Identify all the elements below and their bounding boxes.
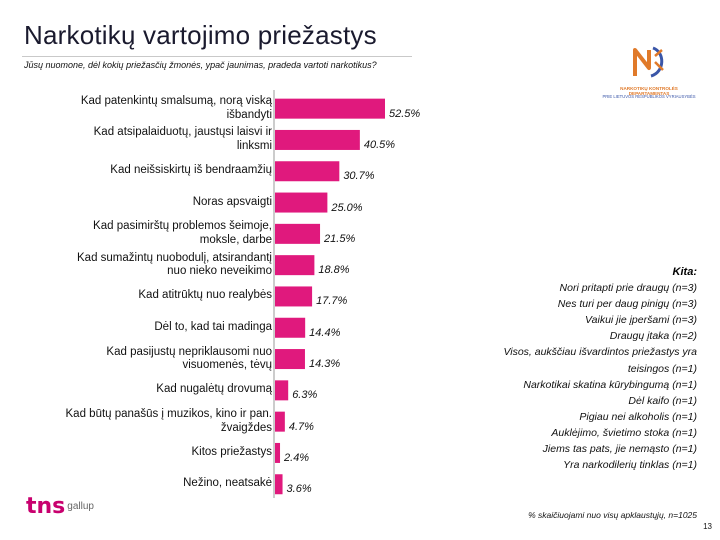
ntakd-logo: NARKOTIKŲ KONTROLĖS DEPARTAMENTAS PRIE L… [600,42,698,102]
other-reasons-title: Kita: [672,266,697,278]
value-label: 3.6% [286,483,312,496]
bar [275,129,360,150]
logo-text-line2: PRIE LIETUVOS RESPUBLIKOS VYRIAUSYBĖS [602,94,696,99]
bar [275,223,321,244]
value-label: 4.7% [288,420,314,433]
logo-text-line1: NARKOTIKŲ KONTROLĖS DEPARTAMENTAS [620,86,678,96]
category-label: Kad pasijustų nepriklausomi nuo visuomen… [106,345,272,372]
value-label: 52.5% [389,107,421,120]
category-label: Kad būtų panašūs į muzikos, kino ir pan.… [65,408,272,434]
bar [275,317,306,338]
value-label: 6.3% [292,389,318,402]
other-reason-item: Nori pritapti prie draugų (n=3) [559,282,697,294]
other-reason-item: Visos, aukščiau išvardintos priežastys y… [503,346,697,359]
bar [275,349,305,370]
other-reason-item: Yra narkodilerių tinklas (n=1) [563,459,697,472]
page-number: 13 [703,522,712,531]
other-reason-item: Pigiau nei alkoholis (n=1) [579,410,697,423]
page-title: Narkotikų vartojimo priežastys [24,20,377,50]
footnote: % skaičiuojami nuo visų apklaustųjų, n=1… [528,510,697,520]
value-label: 18.8% [318,264,350,277]
other-reason-item: Narkotikai skatina kūrybingumą (n=1) [523,378,697,391]
bar [275,286,313,307]
other-reason-item: teisingos (n=1) [627,362,697,375]
other-reason-item: Dėl kaifo (n=1) [628,394,697,407]
bar [275,442,281,463]
category-label: Kad nugalėtų drovumą [156,383,272,396]
bar [275,380,289,401]
title-underline [22,56,412,57]
category-label: Kad atsipalaiduotų, jaustųsi laisvi ir l… [93,126,272,152]
bar [275,98,385,119]
value-label: 21.5% [324,232,356,245]
category-label: Dėl to, kad tai madinga [154,320,272,333]
other-reason-item: Jiems tas pats, jie nemąsto (n=1) [542,443,697,455]
category-label: Nežino, neatsakė [183,477,272,490]
value-label: 2.4% [284,451,310,464]
category-label: Kad patenkintų smalsumą, norą viską išba… [80,95,272,121]
gallup-text: gallup [67,501,94,512]
ntakd-logo-icon [633,46,664,78]
category-label: Noras apsvaigti [192,195,272,208]
bar [275,474,283,495]
other-reason-item: Auklėjimo, švietimo stoka (n=1) [551,426,697,439]
category-label: Kad pasimirštų problemos šeimoje, moksle… [93,220,272,246]
bar [275,192,328,213]
survey-question: Jūsų nuomone, dėl kokių priežasčių žmonė… [24,60,377,70]
bar [275,411,285,432]
value-label: 30.7% [343,170,375,183]
category-label: Kitos priežastys [191,445,272,458]
other-reason-item: Vaikui jie įperšami (n=3) [585,314,697,327]
other-reason-item: Nes turi per daug pinigų (n=3) [557,298,697,311]
category-label: Kad neišsiskirtų iš bendraamžių [110,164,272,177]
value-label: 25.0% [331,201,363,214]
value-label: 14.4% [309,326,341,339]
tns-mark: tns [26,494,66,519]
tns-gallup-logo: tns gallup [26,494,94,519]
category-label: Kad atitrūktų nuo realybės [138,289,272,302]
category-label: Kad sumažintų nuobodulį, atsirandantį nu… [77,251,272,278]
bar [275,161,340,182]
value-label: 17.7% [316,295,348,308]
other-reason-item: Draugų įtaka (n=2) [609,330,697,343]
value-label: 40.5% [363,138,396,151]
value-label: 14.3% [308,358,341,371]
bar [275,255,315,276]
